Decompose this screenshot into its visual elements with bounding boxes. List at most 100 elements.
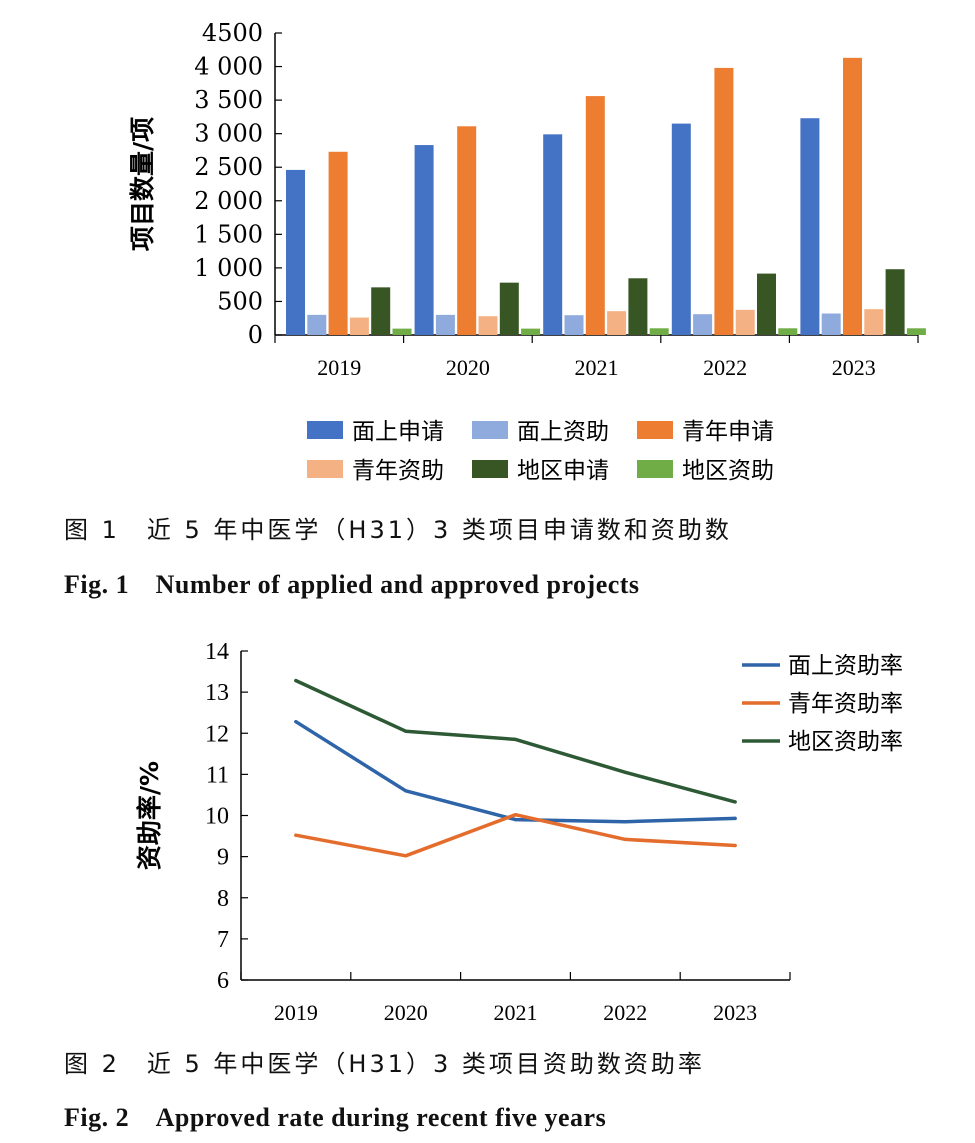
data-point — [404, 854, 408, 858]
x-tick-label: 2022 — [603, 1000, 647, 1025]
data-point — [294, 720, 298, 724]
data-point — [513, 813, 518, 817]
bar — [693, 314, 713, 335]
y-tick-label: 500 — [217, 287, 263, 315]
bar — [607, 311, 627, 335]
series-line — [294, 719, 737, 824]
bar-chart: 0 500 1 000 1 500 2 000 2 500 3 000 3 500 4 000 4… — [128, 19, 926, 484]
legend-swatch — [307, 421, 343, 439]
bar — [414, 145, 434, 335]
y-tick-label: 2 000 — [194, 187, 263, 215]
x-tick-label: 2020 — [384, 1000, 428, 1025]
y-tick-label: 8 — [217, 886, 229, 912]
y-tick-label: 12 — [205, 721, 229, 747]
data-point — [404, 729, 408, 733]
bar — [349, 317, 369, 335]
data-point — [733, 843, 737, 848]
y-axis-title: 资助率/% — [135, 761, 164, 870]
legend-label: 面上申请 — [352, 419, 444, 445]
bar — [671, 123, 691, 335]
bar — [371, 287, 391, 335]
y-tick-label: 7 — [217, 927, 229, 953]
y-tick-label: 3 000 — [194, 120, 263, 148]
x-tick-label: 2021 — [494, 1000, 538, 1025]
data-point — [404, 789, 408, 793]
series-line — [294, 678, 737, 804]
x-tick-label: 2021 — [575, 355, 619, 380]
bar — [778, 328, 798, 335]
y-tick-label: 10 — [205, 804, 229, 830]
bar — [564, 315, 584, 335]
legend-label: 面上资助率 — [788, 653, 903, 679]
y-tick-label: 11 — [206, 762, 229, 788]
legend-swatch — [472, 421, 508, 439]
legend-label: 地区申请 — [517, 458, 609, 484]
bar — [478, 316, 498, 335]
data-point — [623, 837, 627, 841]
bar — [864, 309, 884, 335]
legend-label: 地区资助 — [682, 458, 774, 484]
legend-label: 面上资助 — [517, 419, 609, 445]
y-tick-label: 1 000 — [194, 254, 263, 282]
x-tick-label: 2019 — [317, 355, 361, 380]
y-tick-label: 9 — [217, 845, 229, 871]
bar — [307, 314, 327, 335]
legend-label: 青年资助 — [352, 458, 444, 484]
y-tick-label: 0 — [248, 321, 263, 349]
x-tick-label: 2023 — [832, 355, 876, 380]
bar — [392, 328, 412, 335]
data-point — [513, 737, 518, 742]
bar — [649, 328, 669, 335]
y-axis-title: 项目数量/项 — [128, 117, 157, 251]
bar — [800, 118, 820, 335]
y-tick-label: 13 — [205, 680, 229, 706]
figure-2-caption-cn: 图 2 近 5 年中医学（H31）3 类项目资助数资助率 — [64, 1050, 705, 1078]
y-tick-label: 6 — [217, 968, 229, 994]
y-tick-label: 4 000 — [194, 53, 263, 81]
figure-2-caption-en: Fig. 2 Approved rate during recent five … — [64, 1103, 607, 1132]
data-point — [623, 820, 627, 824]
legend-label: 青年资助率 — [788, 691, 903, 717]
bar — [457, 126, 477, 335]
bar — [906, 328, 926, 335]
x-tick-label: 2023 — [713, 1000, 757, 1025]
line-chart: 6 7 8 9 10 11 12 13 14 2019 2020 2021 2022 2023 资助率/% 面… — [135, 639, 903, 1025]
legend-swatch — [472, 460, 508, 478]
legend-label: 青年申请 — [682, 419, 774, 445]
legend-swatch — [307, 460, 343, 478]
bar — [585, 96, 605, 335]
bar — [286, 169, 305, 335]
bar — [521, 328, 541, 335]
data-point — [294, 679, 298, 683]
legend-swatch — [637, 460, 673, 478]
data-point — [294, 833, 298, 837]
x-tick-label: 2022 — [703, 355, 747, 380]
bar — [757, 273, 776, 335]
y-tick-label: 2 500 — [194, 153, 263, 181]
figure-1-caption-cn: 图 1 近 5 年中医学（H31）3 类项目申请数和资助数 — [64, 516, 732, 544]
bar — [499, 282, 519, 335]
x-tick-label: 2020 — [446, 355, 490, 380]
data-point — [733, 800, 737, 804]
y-tick-label: 3 500 — [194, 86, 263, 114]
bar — [843, 57, 862, 335]
data-point — [733, 816, 737, 820]
legend-swatch — [637, 421, 673, 439]
bar — [821, 313, 841, 335]
y-tick-label: 14 — [205, 639, 229, 665]
bar — [328, 151, 348, 335]
bar — [543, 134, 563, 335]
bar — [735, 309, 755, 335]
data-point — [623, 770, 627, 774]
figure-1-caption-en: Fig. 1 Number of applied and approved pr… — [64, 570, 640, 599]
data-point — [513, 818, 518, 822]
x-tick-label: 2019 — [274, 1000, 318, 1025]
bar — [435, 314, 455, 335]
bar — [885, 269, 905, 335]
bar — [714, 67, 734, 336]
y-tick-label: 1 500 — [194, 220, 263, 248]
y-tick-label: 4500 — [202, 19, 263, 47]
bar — [628, 278, 648, 335]
legend-label: 地区资助率 — [788, 729, 903, 755]
